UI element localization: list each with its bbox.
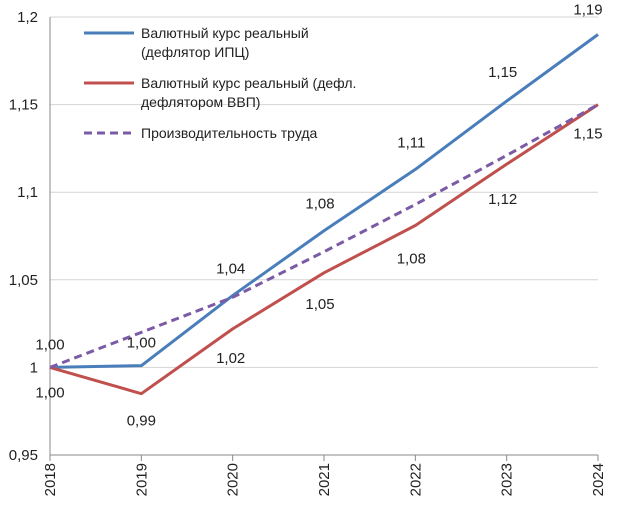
data-label: 1,02 [216,350,245,367]
series-lines [49,33,599,396]
data-label: 1,05 [305,296,334,313]
y-tick-label: 1 [30,359,38,376]
y-tick-labels: 0,95 1 1,05 1,1 1,15 1,2 [9,9,38,464]
data-labels: 1,00 1,00 1,04 1,08 1,11 1,15 1,19 1,00 0,99 1,02… [35,2,602,430]
data-label: 1,00 [127,335,156,352]
x-tick-label: 2021 [316,463,333,496]
data-label: 0,99 [127,413,156,430]
x-tick-label: 2023 [499,463,516,496]
y-tick-label: 1,05 [9,272,38,289]
x-tick-label: 2018 [42,463,59,496]
series-line-3 [49,103,599,369]
data-label: 1,12 [488,191,517,208]
y-tick-label: 1,1 [17,184,38,201]
legend-label: дефлятором ВВП) [141,94,260,110]
legend-label: Валютный курс реальный [141,25,309,41]
data-label: 1,15 [573,126,602,143]
data-label: 1,08 [305,196,334,213]
data-label: 1,11 [397,134,425,151]
legend-label: (дефлятор ИПЦ) [141,44,249,60]
data-label: 1,19 [573,2,602,19]
data-label: 1,00 [35,384,64,401]
x-tick-label: 2019 [133,463,150,496]
legend: Валютный курс реальный (дефлятор ИПЦ) Валю… [84,25,356,141]
x-tick-label: 2022 [407,463,424,496]
axes [49,17,599,461]
data-label: 1,00 [35,336,64,353]
y-tick-label: 1,2 [17,9,38,26]
series-line-2 [49,103,599,396]
y-tick-label: 1,15 [9,97,38,114]
data-label: 1,15 [488,64,517,81]
legend-label: Производительность труда [141,125,318,141]
y-tick-label: 0,95 [9,447,38,464]
data-label: 1,04 [216,261,245,278]
x-tick-label: 2020 [225,463,242,496]
legend-label: Валютный курс реальный (дефл. [141,75,356,91]
series-line-1 [49,33,599,369]
x-tick-label: 2024 [590,463,607,496]
data-label: 1,08 [397,250,426,267]
x-tick-labels: 2018 2019 2020 2021 2022 2023 2024 [42,463,607,496]
